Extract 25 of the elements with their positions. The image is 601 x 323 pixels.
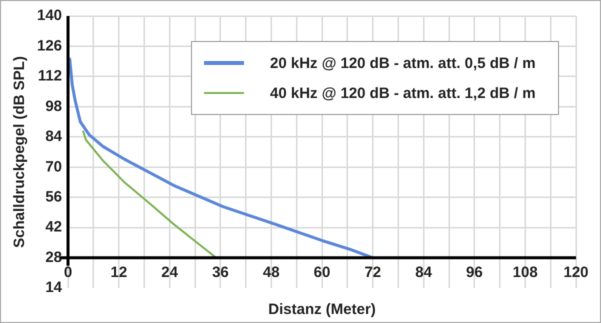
- x-tick-label: 96: [466, 264, 483, 281]
- y-tick-label: 112: [38, 68, 62, 85]
- x-tick-label: 0: [64, 264, 72, 281]
- y-axis-title: Schalldruckpegel (dB SPL): [11, 56, 28, 248]
- x-tick-label: 72: [364, 264, 382, 281]
- y-tick-label: 70: [45, 158, 62, 176]
- x-tick-label: 12: [110, 264, 128, 281]
- y-tick-label: 28: [45, 248, 62, 266]
- y-tick-label: 98: [45, 98, 62, 115]
- y-tick-label: 14: [45, 279, 63, 296]
- x-tick-label: 108: [512, 264, 538, 281]
- y-tick-label: 42: [45, 218, 62, 236]
- y-tick-label: 126: [36, 37, 62, 54]
- legend-label: 20 kHz @ 120 dB - atm. att. 0,5 dB / m: [270, 54, 536, 72]
- y-tick-label: 140: [36, 7, 62, 24]
- x-tick-label: 60: [314, 264, 330, 281]
- x-axis-title: Distanz (Meter): [268, 301, 376, 318]
- y-tick-label: 56: [45, 188, 62, 206]
- x-tick-label: 48: [262, 264, 280, 281]
- x-tick-label: 120: [563, 264, 589, 281]
- x-tick-label: 84: [415, 264, 433, 281]
- legend-label: 40 kHz @ 120 dB - atm. att. 1,2 dB / m: [270, 84, 536, 102]
- x-tick-label: 36: [212, 264, 229, 281]
- x-tick-label: 24: [161, 264, 179, 281]
- y-tick-label: 84: [45, 128, 63, 146]
